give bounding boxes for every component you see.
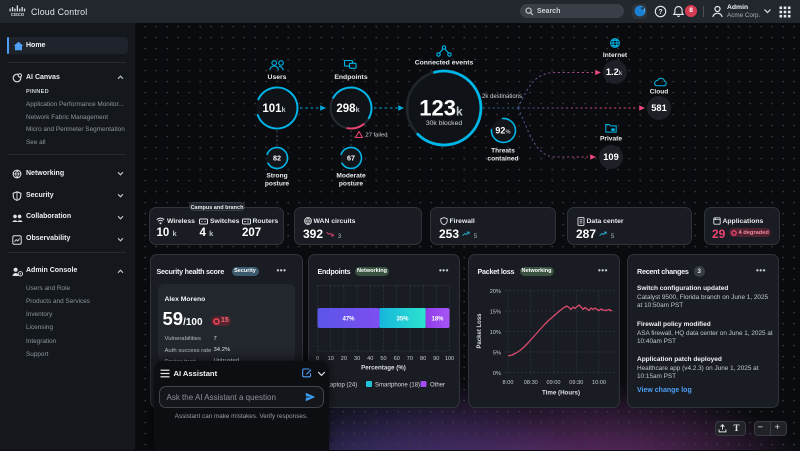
svg-text:Users: Users: [268, 74, 287, 81]
svg-text:70: 70: [407, 356, 413, 362]
svg-text:Connected events: Connected events: [415, 60, 474, 67]
svg-text:20%: 20%: [489, 289, 500, 295]
svg-text:Internet: Internet: [603, 52, 628, 59]
svg-text:60: 60: [394, 356, 400, 362]
svg-text:5%: 5%: [492, 351, 500, 357]
svg-text:Packet Loss: Packet Loss: [477, 313, 483, 349]
svg-text:80: 80: [420, 356, 426, 362]
svg-text:50: 50: [380, 356, 386, 362]
svg-text:18%: 18%: [431, 317, 444, 323]
svg-text:20: 20: [341, 356, 347, 362]
svg-text:09:00: 09:00: [546, 380, 560, 386]
svg-text:15%: 15%: [489, 310, 500, 316]
svg-text:109: 109: [603, 152, 619, 162]
svg-text:10: 10: [328, 356, 334, 362]
svg-text:298k: 298k: [336, 103, 360, 115]
svg-text:1.2k: 1.2k: [606, 67, 623, 77]
svg-text:10%: 10%: [489, 330, 500, 336]
svg-text:101k: 101k: [262, 103, 286, 115]
svg-text:47%: 47%: [342, 317, 355, 323]
svg-text:Cloud: Cloud: [650, 89, 669, 96]
svg-text:09:30: 09:30: [569, 380, 583, 386]
svg-text:Smartphone (18): Smartphone (18): [375, 383, 420, 389]
svg-text:0%: 0%: [492, 371, 500, 377]
svg-text:82: 82: [273, 154, 281, 163]
svg-text:Other: Other: [430, 383, 445, 389]
svg-text:8:00: 8:00: [502, 380, 513, 386]
svg-text:27 failed: 27 failed: [366, 133, 388, 139]
svg-text:10:00: 10:00: [592, 380, 606, 386]
svg-text:2k destinations: 2k destinations: [482, 94, 522, 100]
svg-text:123k: 123k: [419, 96, 463, 121]
svg-text:08:30: 08:30: [523, 380, 537, 386]
svg-text:Endpoints: Endpoints: [334, 74, 367, 81]
svg-text:posture: posture: [265, 181, 290, 188]
svg-text:30: 30: [354, 356, 360, 362]
svg-text:100: 100: [445, 356, 454, 362]
svg-text:581: 581: [651, 103, 667, 113]
svg-text:Time (Hours): Time (Hours): [541, 390, 579, 397]
svg-text:Private: Private: [600, 136, 622, 143]
svg-text:Laptop (24): Laptop (24): [327, 383, 358, 389]
svg-text:contained: contained: [487, 156, 518, 163]
svg-text:Threats: Threats: [491, 148, 515, 155]
svg-text:Moderate: Moderate: [336, 173, 366, 180]
svg-text:0: 0: [316, 356, 319, 362]
svg-text:90: 90: [433, 356, 439, 362]
svg-text:40: 40: [367, 356, 373, 362]
svg-text:Strong: Strong: [266, 173, 287, 180]
svg-text:posture: posture: [339, 181, 364, 188]
svg-text:CISCO: CISCO: [11, 12, 25, 17]
svg-text:92%: 92%: [495, 126, 510, 136]
svg-text:?: ?: [658, 9, 662, 16]
svg-text:Percentage (%): Percentage (%): [361, 365, 406, 372]
svg-text:30k blocked: 30k blocked: [426, 120, 462, 127]
svg-text:67: 67: [347, 154, 355, 163]
svg-text:35%: 35%: [396, 317, 409, 323]
